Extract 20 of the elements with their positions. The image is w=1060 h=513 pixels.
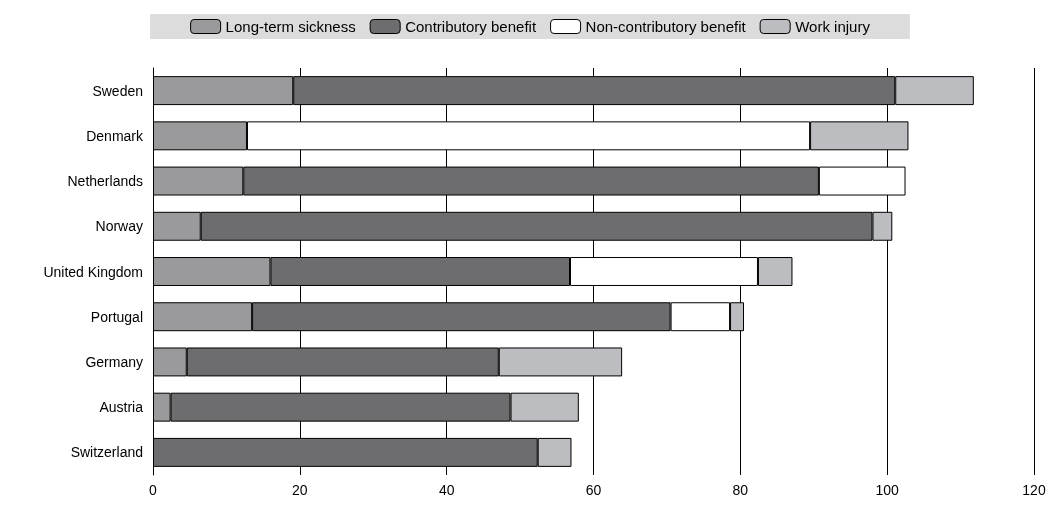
x-tick-label: 60 bbox=[585, 482, 602, 498]
legend-label: Long-term sickness bbox=[225, 18, 356, 35]
y-tick-label: Netherlands bbox=[67, 173, 143, 190]
y-tick-label: Austria bbox=[99, 399, 144, 416]
legend-label: Work injury bbox=[795, 18, 871, 35]
x-tick-label: 0 bbox=[149, 482, 158, 498]
legend-label: Non-contributory benefit bbox=[585, 18, 747, 35]
x-tick-label: 20 bbox=[292, 482, 308, 498]
y-tick-label: Norway bbox=[95, 218, 143, 235]
y-tick-label: Sweden bbox=[92, 82, 143, 99]
legend-label: Contributory benefit bbox=[405, 18, 537, 35]
y-tick-label: United Kingdom bbox=[43, 263, 143, 280]
y-tick-label: Portugal bbox=[90, 308, 143, 325]
x-tick-label: 40 bbox=[438, 482, 455, 498]
y-tick-label: Germany bbox=[85, 353, 143, 370]
y-tick-label: Switzerland bbox=[70, 444, 143, 461]
x-tick-label: 120 bbox=[1022, 482, 1046, 498]
x-tick-label: 100 bbox=[875, 482, 900, 498]
y-tick-label: Denmark bbox=[86, 127, 144, 144]
x-tick-label: 80 bbox=[732, 482, 749, 498]
